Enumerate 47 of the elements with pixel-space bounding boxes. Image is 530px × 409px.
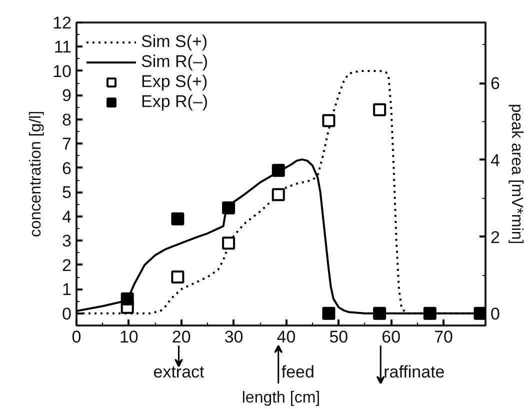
- point: [120, 292, 134, 306]
- legend-label: Exp S(+): [141, 72, 208, 92]
- y2-axis-title: peak area [mV*min]: [508, 104, 525, 244]
- y-tick-label: 12: [52, 14, 72, 32]
- x-tick-label: 40: [276, 328, 296, 346]
- y2-tick-label: 0: [490, 304, 500, 324]
- legend-label: Exp R(–): [141, 92, 208, 112]
- y-tick-label: 0: [62, 304, 72, 324]
- y2-tick-label: 4: [490, 150, 500, 170]
- y2-tick-label: 6: [490, 74, 500, 94]
- y-tick-label: 4: [62, 207, 72, 226]
- y-tick-label: 5: [62, 183, 72, 202]
- x-tick-label: 70: [434, 328, 454, 346]
- point: [222, 236, 236, 250]
- point: [171, 270, 184, 284]
- text: raffinate: [384, 362, 445, 382]
- y-tick-label: 6: [62, 158, 72, 178]
- text: extract: [153, 362, 205, 382]
- legend-label: Sim S(+): [141, 32, 208, 52]
- y-tick-label: 10: [52, 62, 72, 81]
- text: feed: [281, 362, 314, 382]
- y-tick-label: 7: [62, 134, 72, 154]
- legend-label: Sim R(–): [141, 52, 208, 72]
- point: [474, 306, 486, 320]
- point: [322, 306, 336, 320]
- x-tick-label: 60: [382, 328, 401, 346]
- point: [272, 188, 285, 202]
- y-tick-label: 2: [62, 256, 72, 275]
- x-tick-label: 10: [119, 328, 138, 346]
- y-tick-label: 3: [62, 232, 72, 251]
- x-axis-title: length [cm]: [242, 390, 320, 406]
- point: [171, 212, 184, 226]
- x-tick-label: 20: [172, 328, 191, 346]
- x-tick-label: 30: [224, 328, 244, 346]
- y-axis-title: concentration [g/l]: [28, 110, 45, 238]
- y-tick-label: 11: [54, 38, 72, 57]
- point: [222, 201, 236, 214]
- point: [272, 164, 285, 177]
- y-tick-label: 9: [62, 86, 72, 106]
- point: [373, 306, 386, 320]
- point: [423, 306, 436, 320]
- y-tick-label: 8: [62, 110, 72, 130]
- x-tick-label: 50: [329, 328, 348, 346]
- y2-tick-label: 2: [490, 228, 500, 247]
- y-tick-label: 1: [62, 280, 72, 300]
- point: [373, 103, 386, 116]
- point: [322, 114, 336, 128]
